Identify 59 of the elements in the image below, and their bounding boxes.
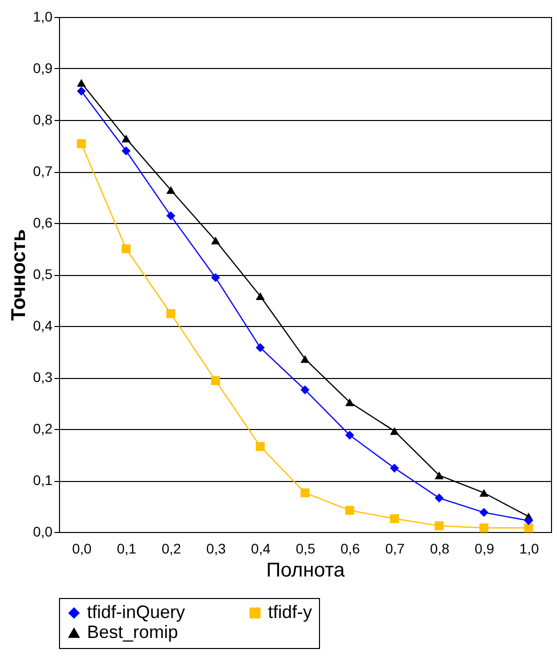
point	[300, 355, 310, 363]
x-tick-label: 1,0	[519, 540, 540, 556]
point	[390, 514, 399, 524]
point	[122, 244, 131, 254]
x-tick-label: 0,3	[206, 540, 226, 556]
point	[524, 523, 534, 532]
y-tick-label: 0,8	[33, 112, 53, 128]
point	[300, 488, 310, 498]
y-tick-label: 0,0	[33, 524, 53, 540]
y-tick-label: 1,0	[33, 8, 53, 24]
point	[479, 488, 488, 497]
point	[524, 516, 534, 526]
point	[345, 398, 354, 406]
point	[122, 134, 131, 142]
point	[434, 494, 444, 502]
y-axis-title: Точность	[8, 229, 30, 321]
x-tick-label: 0,9	[474, 540, 494, 556]
y-tick-label: 0,5	[33, 266, 53, 282]
x-tick-label: 0,4	[251, 540, 271, 556]
point	[434, 471, 444, 480]
point	[76, 79, 86, 87]
point	[479, 523, 488, 532]
y-tick-label: 0,4	[33, 318, 53, 334]
point	[345, 506, 354, 515]
y-tick-label: 0,6	[33, 214, 53, 230]
y-tick-label: 0,7	[33, 163, 53, 179]
legend-label: Best_romip	[87, 622, 178, 642]
point	[211, 236, 220, 244]
point	[479, 508, 488, 517]
point	[390, 427, 399, 435]
x-tick-label: 0,8	[430, 540, 450, 556]
y-tick-label: 0,2	[33, 420, 53, 436]
point	[211, 376, 220, 386]
point	[166, 211, 176, 220]
point	[166, 309, 176, 318]
point	[434, 521, 444, 530]
point	[300, 385, 310, 394]
point	[256, 343, 265, 352]
point	[256, 292, 265, 300]
x-axis-title: Полнота	[266, 560, 346, 582]
point	[256, 442, 265, 451]
x-tick-label: 0,1	[116, 540, 137, 556]
legend-label: tfidf-inQuery	[87, 602, 186, 622]
point	[122, 146, 131, 156]
x-tick-label: 0,2	[162, 540, 182, 556]
x-tick-label: 0,6	[340, 540, 360, 556]
point	[345, 430, 354, 440]
y-tick-label: 0,1	[33, 472, 53, 488]
point	[76, 139, 86, 148]
x-tick-label: 0,7	[385, 540, 405, 556]
x-tick-label: 0,5	[296, 540, 316, 556]
y-tick-label: 0,3	[33, 369, 53, 385]
point	[211, 273, 220, 282]
point	[390, 464, 399, 473]
point	[166, 186, 176, 194]
x-tick-label: 0,0	[72, 540, 92, 556]
legend-label: tfidf-y	[268, 602, 312, 622]
point	[76, 86, 86, 96]
y-tick-label: 0,9	[33, 60, 53, 76]
